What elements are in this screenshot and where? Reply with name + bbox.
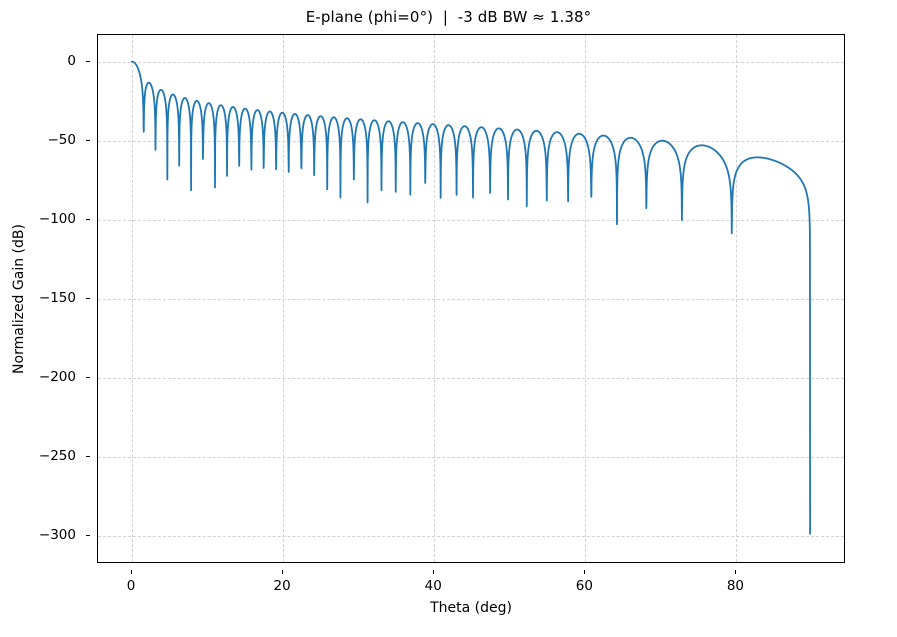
grid-line-vertical <box>132 35 133 562</box>
x-tick-mark <box>584 570 586 574</box>
y-tick-mark <box>86 534 90 536</box>
y-tick-label: −200 <box>38 368 76 385</box>
x-tick-label: 0 <box>126 578 136 594</box>
y-tick-mark <box>86 218 90 220</box>
y-tick-mark <box>86 60 90 62</box>
x-tick-label: 40 <box>424 578 442 594</box>
y-tick-label: 0 <box>67 52 76 69</box>
grid-line-vertical <box>736 35 738 562</box>
grid-line-vertical <box>434 35 436 562</box>
x-tick-mark <box>735 570 737 574</box>
plot-axes <box>97 34 845 563</box>
x-tick-label-area: 0 20 40 60 80 <box>97 570 845 594</box>
x-tick-mark <box>433 570 435 574</box>
grid-line-horizontal <box>98 456 844 458</box>
y-tick-mark <box>86 297 90 299</box>
data-line-e-plane-cut <box>131 60 811 535</box>
y-tick-mark <box>86 139 90 141</box>
x-tick-label: 60 <box>575 578 593 594</box>
grid-line-horizontal <box>98 377 844 379</box>
grid-line-horizontal <box>98 219 844 221</box>
x-tick-mark <box>131 570 132 574</box>
y-tick-label: −50 <box>47 131 77 148</box>
y-tick-label: −250 <box>38 447 76 464</box>
y-tick-label: −100 <box>38 210 76 227</box>
grid-line-horizontal <box>98 535 844 537</box>
y-tick-label: −150 <box>38 289 76 306</box>
grid-line-horizontal <box>98 61 844 63</box>
x-tick-label: 80 <box>726 578 745 594</box>
y-tick-label: −300 <box>38 526 76 543</box>
y-tick-label-area: 0 −50 −100 −150 −200 −250 −300 <box>0 34 90 563</box>
x-axis-label: Theta (deg) <box>430 600 512 616</box>
y-tick-mark <box>86 455 90 457</box>
x-tick-label: 20 <box>273 578 291 594</box>
curve-layer <box>131 60 811 535</box>
chart-title: E-plane (phi=0°) | -3 dB BW ≈ 1.38° <box>305 8 592 26</box>
x-tick-mark <box>282 570 284 574</box>
grid-line-vertical <box>283 35 285 562</box>
grid-line-vertical <box>585 35 587 562</box>
grid-line-horizontal <box>98 298 844 300</box>
y-tick-mark <box>86 376 90 378</box>
